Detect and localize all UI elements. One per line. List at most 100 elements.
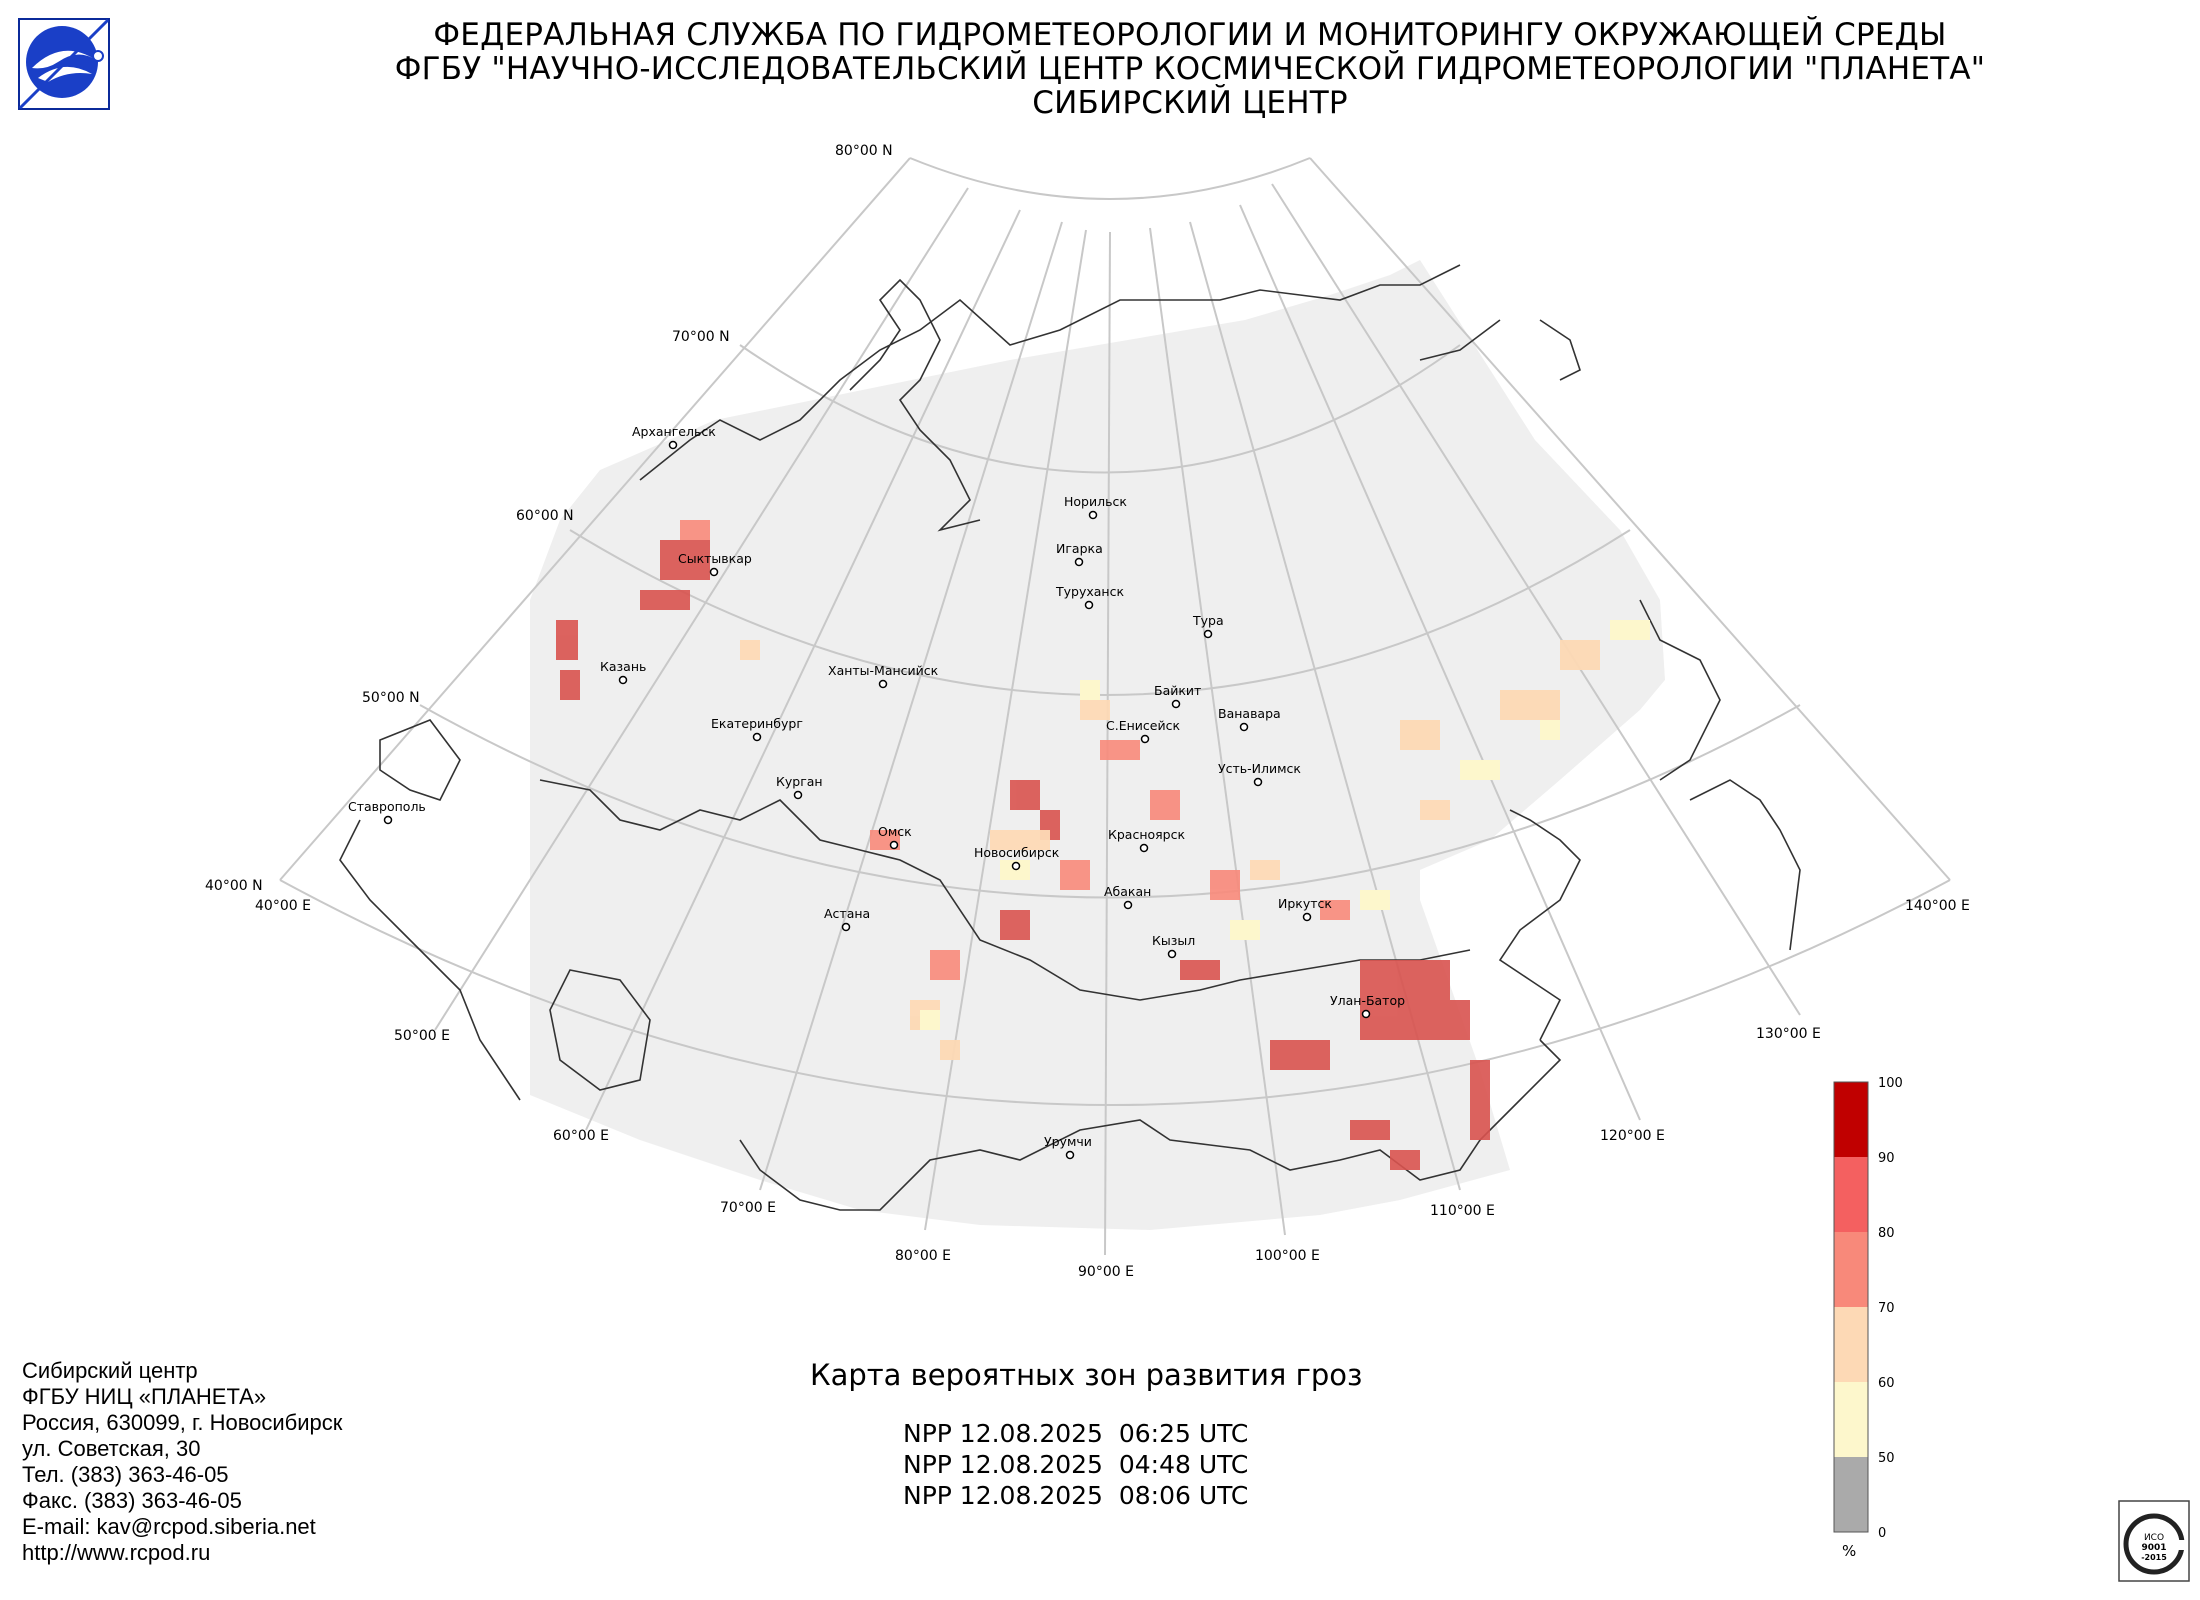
city-vanavara: Ванавара: [1218, 706, 1281, 732]
org-line: Сибирский центр: [22, 1358, 198, 1383]
lat-label-40: 40°00 N: [205, 878, 263, 894]
svg-text:Ханты-Мансийск: Ханты-Мансийск: [828, 663, 939, 678]
lon-label-100: 100°00 E: [1255, 1248, 1320, 1264]
svg-text:Ставрополь: Ставрополь: [348, 799, 426, 814]
pass-2: NPP 12.08.2025 04:48 UTC: [903, 1450, 1249, 1479]
legend-tick-80: 80: [1878, 1226, 1895, 1241]
svg-text:Улан-Батор: Улан-Батор: [1330, 993, 1405, 1008]
svg-text:Иркутск: Иркутск: [1278, 896, 1332, 911]
lat-label-70: 70°00 N: [672, 329, 730, 345]
legend-band-90-100: [1834, 1082, 1868, 1157]
lat-80: [909, 157, 1311, 200]
lon-label-70: 70°00 E: [720, 1200, 776, 1216]
city-kazan: Казань: [600, 659, 646, 685]
svg-text:С.Енисейск: С.Енисейск: [1106, 718, 1180, 733]
header-line-3: СИБИРСКИЙ ЦЕНТР: [1032, 85, 1348, 121]
longitude-lines: [279, 157, 1951, 1256]
svg-text:-2015: -2015: [2141, 1553, 2167, 1562]
lat-label-60: 60°00 N: [516, 508, 574, 524]
city-markers: Архангельск Сыктывкар Казань Екатеринбур…: [348, 424, 1405, 1160]
svg-text:Красноярск: Красноярск: [1108, 827, 1185, 842]
city-stavropol: Ставрополь: [348, 799, 426, 825]
org-website-link[interactable]: http://www.rcpod.ru: [22, 1540, 211, 1565]
svg-text:Курган: Курган: [776, 774, 823, 789]
legend-colorbar: 100 90 80 70 60 50 0 %: [1833, 1076, 1903, 1560]
city-kurgan: Курган: [776, 774, 823, 800]
city-turukhansk: Туруханск: [1055, 584, 1124, 610]
svg-text:ИСО: ИСО: [2144, 1533, 2164, 1543]
storm-cells: [556, 520, 1650, 1170]
legend-band-0-50: [1834, 1457, 1868, 1532]
city-irkutsk: Иркутск: [1278, 896, 1332, 922]
svg-text:Урумчи: Урумчи: [1044, 1134, 1092, 1149]
svg-text:Туруханск: Туруханск: [1055, 584, 1124, 599]
svg-text:Сыктывкар: Сыктывкар: [678, 551, 752, 566]
svg-text:Ванавара: Ванавара: [1218, 706, 1281, 721]
legend-band-60-70: [1834, 1307, 1868, 1382]
legend-tick-90: 90: [1878, 1151, 1895, 1166]
svg-text:Казань: Казань: [600, 659, 646, 674]
organization-info: Сибирский центр ФГБУ НИЦ «ПЛАНЕТА» Росси…: [22, 1358, 342, 1566]
city-norilsk: Норильск: [1064, 494, 1127, 520]
org-email[interactable]: E-mail: kav@rcpod.siberia.net: [22, 1514, 316, 1539]
legend-tick-50: 50: [1878, 1451, 1895, 1466]
legend-tick-60: 60: [1878, 1376, 1895, 1391]
lat-60: [569, 529, 1631, 696]
city-ust-ilimsk: Усть-Илимск: [1218, 761, 1301, 787]
city-abakan: Абакан: [1104, 884, 1151, 910]
city-omsk: Омск: [878, 824, 912, 850]
lon-label-40: 40°00 E: [255, 898, 311, 914]
lon-label-50: 50°00 E: [394, 1028, 450, 1044]
header-line-1: ФЕДЕРАЛЬНАЯ СЛУЖБА ПО ГИДРОМЕТЕОРОЛОГИИ …: [433, 17, 1947, 53]
svg-text:9001: 9001: [2141, 1543, 2166, 1553]
city-kyzyl: Кызыл: [1152, 933, 1195, 959]
svg-text:Усть-Илимск: Усть-Илимск: [1218, 761, 1301, 776]
no-data-region: [1420, 680, 1665, 1080]
city-tura: Тура: [1192, 613, 1224, 639]
svg-text:Кызыл: Кызыл: [1152, 933, 1195, 948]
svg-text:Омск: Омск: [878, 824, 912, 839]
svg-text:Астана: Астана: [824, 906, 870, 921]
lon-label-110: 110°00 E: [1430, 1203, 1495, 1219]
svg-text:Абакан: Абакан: [1104, 884, 1151, 899]
svg-text:Игарка: Игарка: [1056, 541, 1103, 556]
legend-tick-100: 100: [1878, 1076, 1903, 1091]
city-krasnoyarsk: Красноярск: [1108, 827, 1185, 853]
header: ФЕДЕРАЛЬНАЯ СЛУЖБА ПО ГИДРОМЕТЕОРОЛОГИИ …: [0, 18, 2200, 120]
coastlines: [339, 264, 1801, 1211]
header-line-2: ФГБУ "НАУЧНО-ИССЛЕДОВАТЕЛЬСКИЙ ЦЕНТР КОС…: [394, 51, 1986, 87]
city-arkhangelsk: Архангельск: [632, 424, 716, 450]
legend-tick-0: 0: [1878, 1526, 1886, 1541]
city-s-yeniseysk: С.Енисейск: [1106, 718, 1180, 744]
legend-band-70-80: [1834, 1232, 1868, 1307]
lon-label-80: 80°00 E: [895, 1248, 951, 1264]
legend-unit: %: [1842, 1542, 1856, 1560]
city-igarka: Игарка: [1056, 541, 1103, 567]
lat-40: [279, 879, 1951, 1106]
city-urumqi: Урумчи: [1044, 1134, 1092, 1160]
lat-70: [739, 344, 1461, 474]
lat-label-80: 80°00 N: [835, 143, 893, 159]
lat-50: [419, 704, 1801, 899]
lon-label-120: 120°00 E: [1600, 1128, 1665, 1144]
latitude-labels: 80°00 N 70°00 N 60°00 N 50°00 N 40°00 N: [205, 143, 893, 894]
satellite-passes: NPP 12.08.2025 06:25 UTC NPP 12.08.2025 …: [903, 1418, 1248, 1511]
svg-text:Норильск: Норильск: [1064, 494, 1127, 509]
svg-text:Новосибирск: Новосибирск: [974, 845, 1060, 860]
iso-certification-badge-icon: ИСО 9001 -2015: [2118, 1500, 2190, 1582]
svg-text:Екатеринбург: Екатеринбург: [711, 716, 803, 731]
legend-band-50-60: [1834, 1382, 1868, 1457]
lon-label-130: 130°00 E: [1756, 1026, 1821, 1042]
city-baykit: Байкит: [1154, 683, 1201, 709]
svg-text:Байкит: Байкит: [1154, 683, 1201, 698]
city-astana: Астана: [824, 906, 870, 932]
org-line: ул. Советская, 30: [22, 1436, 201, 1461]
city-syktyvkar: Сыктывкар: [678, 551, 752, 577]
pass-3: NPP 12.08.2025 08:06 UTC: [903, 1481, 1249, 1510]
lon-label-60: 60°00 E: [553, 1128, 609, 1144]
coverage-area: [530, 260, 1665, 1230]
lon-label-140: 140°00 E: [1905, 898, 1970, 914]
lat-label-50: 50°00 N: [362, 690, 420, 706]
map-title: Карта вероятных зон развития гроз: [810, 1358, 1363, 1392]
org-line: ФГБУ НИЦ «ПЛАНЕТА»: [22, 1384, 267, 1409]
